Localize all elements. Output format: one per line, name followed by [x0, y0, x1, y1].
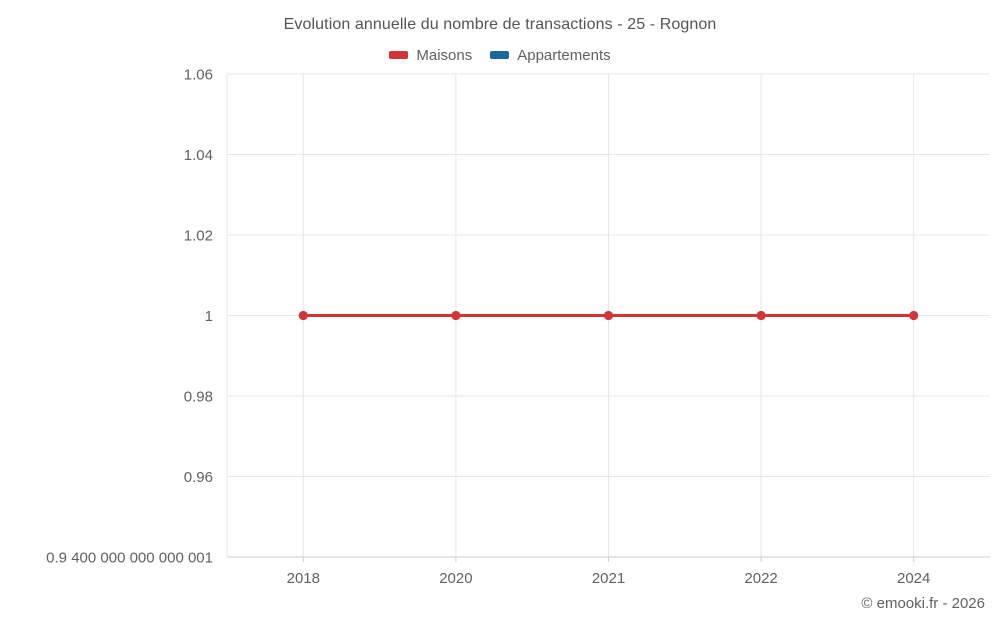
y-tick-label: 0.96 [184, 469, 213, 486]
chart-title: Evolution annuelle du nombre de transact… [283, 16, 717, 33]
legend: Maisons Appartements [0, 45, 1000, 65]
data-point [451, 310, 461, 321]
x-tick-label: 2024 [897, 570, 930, 587]
y-tick-label: 1.06 [184, 67, 213, 84]
data-point [603, 310, 614, 321]
data-point [756, 310, 766, 321]
y-tick-label: 0.9 400 000 000 000 001 [46, 550, 213, 567]
maisons-swatch-icon [389, 51, 409, 59]
copyright: © emooki.fr - 2026 [861, 595, 985, 612]
data-point [298, 310, 308, 321]
legend-item-appartements[interactable]: Appartements [490, 46, 611, 64]
x-tick-label: 2020 [439, 570, 472, 587]
axis-labels: 1.06 1.04 1.02 1 0.98 0.96 0.9 400 000 000 000… [46, 67, 930, 588]
legend-item-maisons[interactable]: Maisons [389, 47, 472, 64]
appartements-swatch-icon [490, 51, 510, 59]
x-tick-label: 2022 [744, 570, 777, 587]
legend-label-appartements: Appartements [517, 46, 611, 64]
y-tick-label: 1.02 [184, 228, 213, 245]
x-tick-label: 2021 [592, 570, 625, 587]
gridlines [226, 73, 990, 562]
y-tick-label: 0.98 [184, 389, 213, 406]
y-tick-label: 1 [205, 308, 213, 325]
series-maisons [298, 310, 919, 321]
x-tick-label: 2018 [287, 570, 320, 587]
data-point [909, 310, 919, 321]
legend-label-maisons: Maisons [416, 46, 473, 64]
y-tick-label: 1.04 [184, 147, 213, 164]
